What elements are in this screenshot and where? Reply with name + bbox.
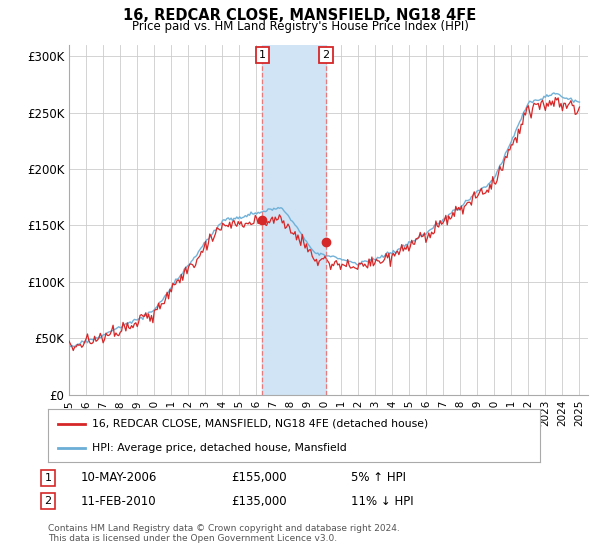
- Text: 1: 1: [44, 473, 52, 483]
- Text: 11% ↓ HPI: 11% ↓ HPI: [351, 494, 413, 508]
- Text: 5% ↑ HPI: 5% ↑ HPI: [351, 471, 406, 484]
- Text: £135,000: £135,000: [231, 494, 287, 508]
- Text: 1: 1: [259, 50, 266, 60]
- Text: 10-MAY-2006: 10-MAY-2006: [81, 471, 157, 484]
- Text: HPI: Average price, detached house, Mansfield: HPI: Average price, detached house, Mans…: [92, 443, 347, 453]
- Text: 16, REDCAR CLOSE, MANSFIELD, NG18 4FE (detached house): 16, REDCAR CLOSE, MANSFIELD, NG18 4FE (d…: [92, 419, 428, 429]
- Text: 2: 2: [323, 50, 329, 60]
- Text: 16, REDCAR CLOSE, MANSFIELD, NG18 4FE: 16, REDCAR CLOSE, MANSFIELD, NG18 4FE: [124, 8, 476, 24]
- Text: 11-FEB-2010: 11-FEB-2010: [81, 494, 157, 508]
- Text: 2: 2: [44, 496, 52, 506]
- Text: Price paid vs. HM Land Registry's House Price Index (HPI): Price paid vs. HM Land Registry's House …: [131, 20, 469, 33]
- Bar: [262, 45, 326, 395]
- Text: Contains HM Land Registry data © Crown copyright and database right 2024.
This d: Contains HM Land Registry data © Crown c…: [48, 524, 400, 543]
- Text: £155,000: £155,000: [231, 471, 287, 484]
